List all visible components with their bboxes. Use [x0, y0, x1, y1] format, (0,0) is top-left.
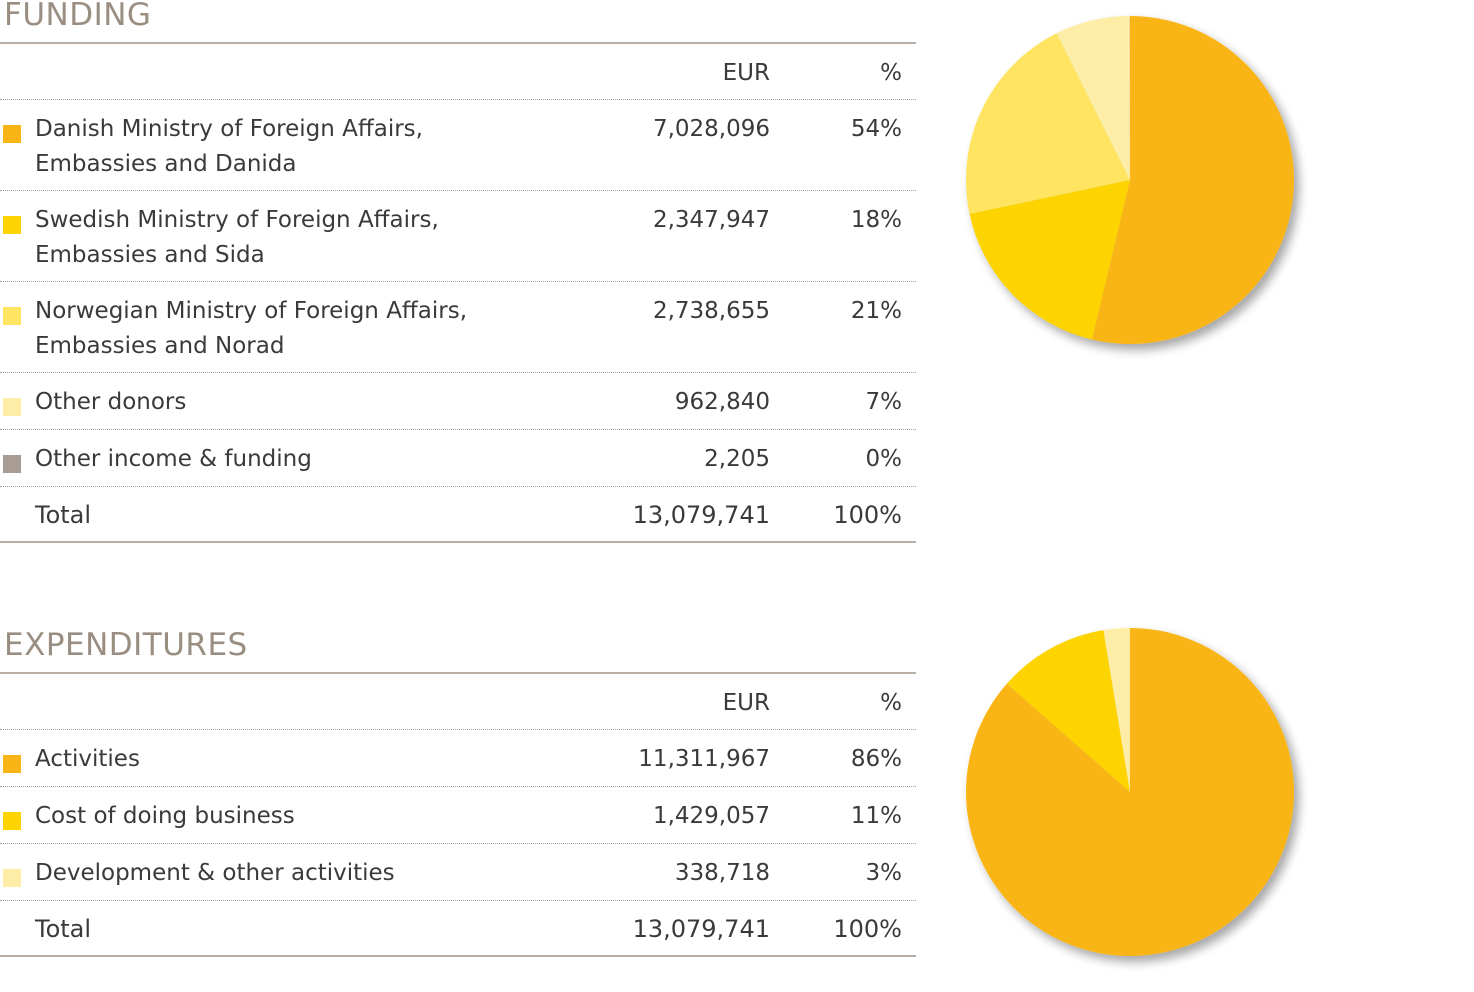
expenditures-pct-cost-of-business: 11% — [850, 803, 902, 829]
expenditures-label-activities: Activities — [35, 746, 140, 772]
funding-label-norwegian: Norwegian Ministry of Foreign Affairs, E… — [35, 294, 575, 364]
funding-row-other-donors: Other donors 962,840 7% — [0, 373, 916, 430]
funding-row-swedish: Swedish Ministry of Foreign Affairs, Emb… — [0, 191, 916, 282]
funding-total-eur: 13,079,741 — [632, 501, 770, 529]
expenditures-pct-development: 3% — [865, 860, 903, 886]
expenditures-label-development: Development & other activities — [35, 860, 395, 886]
expenditures-eur-cost-of-business: 1,429,057 — [652, 803, 770, 829]
pie-slice-activities — [965, 628, 1294, 956]
expenditures-row-cost-of-business: Cost of doing business 1,429,057 11% — [0, 787, 916, 844]
expenditures-eur-development: 338,718 — [674, 860, 770, 886]
funding-header-row: EUR % — [0, 44, 916, 100]
legend-swatch-swedish — [3, 216, 21, 234]
funding-row-other-income: Other income & funding 2,205 0% — [0, 430, 916, 487]
expenditures-row-activities: Activities 11,311,967 86% — [0, 730, 916, 787]
funding-label-danish-line2: Embassies and Danida — [35, 151, 297, 177]
expenditures-pct-header: % — [880, 690, 902, 716]
pie-slice-other-donors — [1056, 16, 1130, 180]
pie-slice-cost-of-doing-business — [1006, 630, 1130, 792]
pie-slice-norwegian-ministry-of-foreign-affairs-embassies-and-norad — [966, 33, 1130, 214]
expenditures-eur-activities: 11,311,967 — [638, 746, 770, 772]
expenditures-pct-activities: 86% — [850, 746, 902, 772]
legend-swatch-norwegian — [3, 307, 21, 325]
funding-pie-slices — [966, 15, 1295, 344]
expenditures-total-row: Total 13,079,741 100% — [0, 901, 916, 957]
funding-eur-header: EUR — [722, 60, 770, 86]
funding-label-norwegian-line2: Embassies and Norad — [35, 333, 285, 359]
funding-pie-chart — [966, 15, 1295, 344]
funding-row-norwegian: Norwegian Ministry of Foreign Affairs, E… — [0, 282, 916, 373]
pie-slice-danish-ministry-of-foreign-affairs-embassies-and-danida — [1091, 16, 1295, 344]
funding-total-pct: 100% — [833, 501, 902, 529]
expenditures-pie-chart — [965, 628, 1294, 956]
funding-eur-danish: 7,028,096 — [652, 116, 770, 142]
legend-swatch-other-donors — [3, 398, 21, 416]
funding-label-swedish-line1: Swedish Ministry of Foreign Affairs, — [35, 207, 439, 233]
pie-slice-development-other-activities — [1103, 628, 1130, 792]
funding-section: FUNDING EUR % Danish Ministry of Foreign… — [0, 0, 916, 543]
funding-label-norwegian-line1: Norwegian Ministry of Foreign Affairs, — [35, 298, 468, 324]
funding-pct-other-income: 0% — [865, 446, 903, 472]
expenditures-row-development: Development & other activities 338,718 3… — [0, 844, 916, 901]
funding-label-danish-line1: Danish Ministry of Foreign Affairs, — [35, 116, 423, 142]
funding-row-danish: Danish Ministry of Foreign Affairs, Emba… — [0, 100, 916, 191]
legend-swatch-danish — [3, 125, 21, 143]
funding-pct-danish: 54% — [850, 116, 902, 142]
funding-label-other-income: Other income & funding — [35, 446, 312, 472]
expenditures-total-eur: 13,079,741 — [632, 915, 770, 943]
funding-label-swedish-line2: Embassies and Sida — [35, 242, 265, 268]
funding-label-danish: Danish Ministry of Foreign Affairs, Emba… — [35, 112, 575, 182]
expenditures-title: EXPENDITURES — [0, 630, 916, 674]
expenditures-label-cost-of-business: Cost of doing business — [35, 803, 295, 829]
legend-swatch-cost-of-business — [3, 812, 21, 830]
expenditures-header-row: EUR % — [0, 674, 916, 730]
legend-swatch-development — [3, 869, 21, 887]
expenditures-eur-header: EUR — [722, 690, 770, 716]
legend-swatch-other-income — [3, 455, 21, 473]
legend-swatch-activities — [3, 755, 21, 773]
funding-total-label: Total — [35, 501, 92, 529]
expenditures-total-pct: 100% — [833, 915, 902, 943]
funding-total-row: Total 13,079,741 100% — [0, 487, 916, 543]
expenditures-pie-slices — [965, 628, 1294, 956]
funding-eur-swedish: 2,347,947 — [652, 207, 770, 233]
funding-eur-other-income: 2,205 — [704, 446, 770, 472]
funding-eur-norwegian: 2,738,655 — [652, 298, 770, 324]
funding-eur-other-donors: 962,840 — [674, 389, 770, 415]
funding-label-other-donors: Other donors — [35, 389, 187, 415]
pie-slice-swedish-ministry-of-foreign-affairs-embassies-and-sida — [969, 180, 1130, 340]
funding-title: FUNDING — [0, 0, 916, 44]
funding-label-swedish: Swedish Ministry of Foreign Affairs, Emb… — [35, 203, 575, 273]
funding-pct-swedish: 18% — [850, 207, 902, 233]
funding-pct-other-donors: 7% — [865, 389, 903, 415]
expenditures-section: EXPENDITURES EUR % Activities 11,311,967… — [0, 630, 916, 957]
funding-pct-norwegian: 21% — [850, 298, 902, 324]
funding-pct-header: % — [880, 60, 902, 86]
expenditures-total-label: Total — [35, 915, 92, 943]
